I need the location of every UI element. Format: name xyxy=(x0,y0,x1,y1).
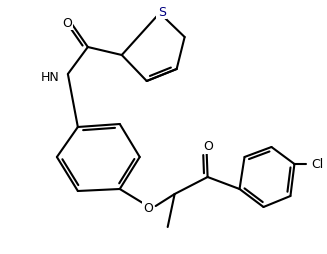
Text: O: O xyxy=(62,17,72,29)
Text: S: S xyxy=(158,6,166,19)
Text: Cl: Cl xyxy=(311,158,324,171)
Text: O: O xyxy=(143,202,153,215)
Text: HN: HN xyxy=(41,70,60,83)
Text: O: O xyxy=(204,140,214,153)
